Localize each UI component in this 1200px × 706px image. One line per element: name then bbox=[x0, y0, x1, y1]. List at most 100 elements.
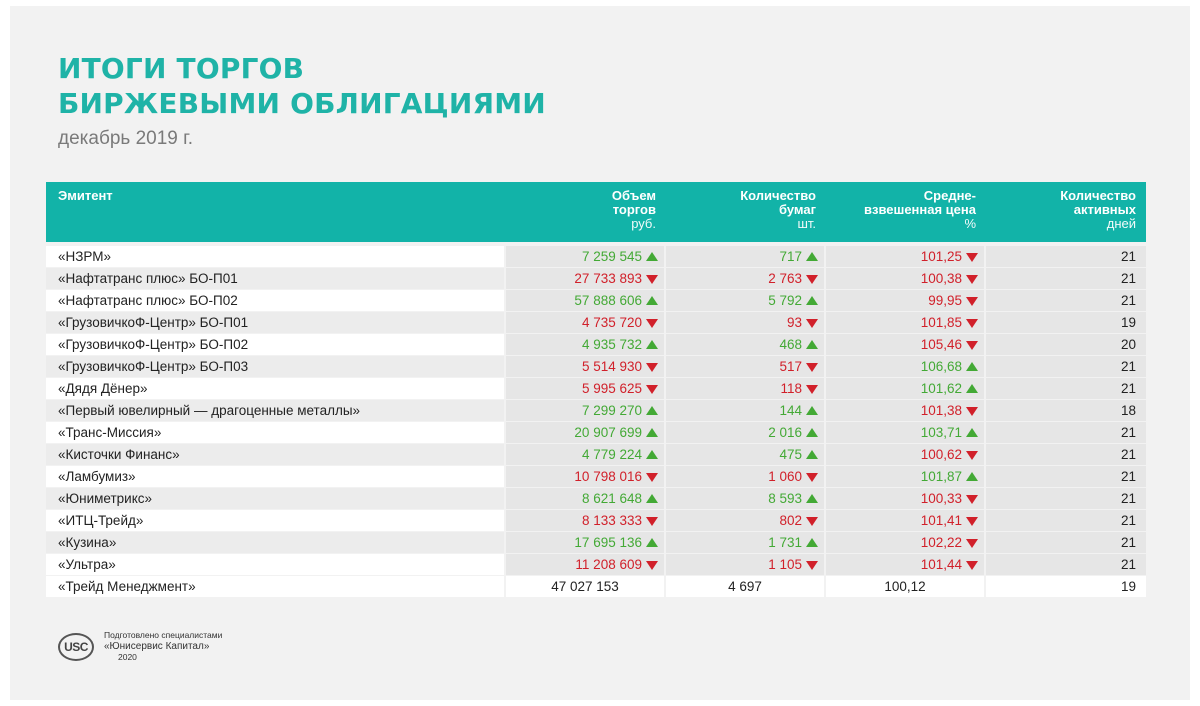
header-qty: Количество бумаг шт. bbox=[726, 189, 816, 231]
header-price-unit: % bbox=[964, 216, 976, 231]
cell-days-value: 21 bbox=[1120, 359, 1136, 374]
cell-volume: 47 027 153 bbox=[506, 576, 664, 597]
cell-issuer-value: «Транс-Миссия» bbox=[58, 425, 162, 440]
cell-volume: 4 779 224 bbox=[506, 444, 664, 465]
cell-volume: 4 935 732 bbox=[506, 334, 664, 355]
cell-qty: 1 060 bbox=[666, 466, 824, 487]
arrow-down-icon bbox=[966, 517, 978, 526]
cell-price-value: 99,95 bbox=[928, 293, 962, 308]
cell-volume-value: 17 695 136 bbox=[574, 535, 642, 550]
cell-price-value: 101,41 bbox=[920, 513, 962, 528]
footer-year: 2020 bbox=[118, 652, 137, 662]
cell-issuer-value: «Кисточки Финанс» bbox=[58, 447, 180, 462]
cell-days: 20 bbox=[986, 334, 1146, 355]
cell-qty: 8 593 bbox=[666, 488, 824, 509]
footer-text: Подготовлено специалистами «Юнисервис Ка… bbox=[104, 630, 222, 663]
cell-qty-value: 2 016 bbox=[768, 425, 802, 440]
header-price-label: Средне-взвешенная цена bbox=[863, 188, 976, 217]
cell-issuer-value: «ГрузовичкоФ-Центр» БО-П01 bbox=[58, 315, 249, 330]
cell-days: 19 bbox=[986, 312, 1146, 333]
table-row: «Трейд Менеджмент» 47 027 153 4 697 100,12 1… bbox=[46, 576, 1146, 598]
cell-qty: 1 731 bbox=[666, 532, 824, 553]
cell-issuer: «Кузина» bbox=[46, 532, 504, 553]
cell-price: 105,46 bbox=[826, 334, 984, 355]
cell-days-value: 19 bbox=[1120, 579, 1136, 594]
cell-issuer: «Нафтатранс плюс» БО-П02 bbox=[46, 290, 504, 311]
cell-price: 101,85 bbox=[826, 312, 984, 333]
cell-days: 19 bbox=[986, 576, 1146, 597]
cell-qty: 1 105 bbox=[666, 554, 824, 575]
cell-volume-value: 11 208 609 bbox=[575, 557, 642, 572]
arrow-down-icon bbox=[806, 319, 818, 328]
cell-days-value: 21 bbox=[1120, 535, 1136, 550]
cell-days: 18 bbox=[986, 400, 1146, 421]
arrow-up-icon bbox=[966, 362, 978, 371]
header-days-label: Количество активных bbox=[1060, 188, 1136, 217]
table-row: «Ультра» 11 208 609 1 105 101,44 21 bbox=[46, 554, 1146, 576]
cell-price: 101,87 bbox=[826, 466, 984, 487]
cell-price-value: 100,12 bbox=[884, 579, 926, 594]
arrow-down-icon bbox=[966, 539, 978, 548]
arrow-up-icon bbox=[806, 252, 818, 261]
arrow-down-icon bbox=[806, 473, 818, 482]
header-volume-unit: руб. bbox=[631, 216, 656, 231]
cell-qty: 144 bbox=[666, 400, 824, 421]
cell-qty: 468 bbox=[666, 334, 824, 355]
arrow-up-icon bbox=[806, 406, 818, 415]
cell-volume: 4 735 720 bbox=[506, 312, 664, 333]
cell-volume-value: 57 888 606 bbox=[574, 293, 642, 308]
cell-qty-value: 1 105 bbox=[768, 557, 802, 572]
cell-qty-value: 717 bbox=[779, 249, 802, 264]
arrow-down-icon bbox=[966, 561, 978, 570]
cell-issuer-value: «Трейд Менеджмент» bbox=[58, 579, 196, 594]
cell-issuer: «Транс-Миссия» bbox=[46, 422, 504, 443]
cell-days: 21 bbox=[986, 554, 1146, 575]
cell-price-value: 100,38 bbox=[920, 271, 962, 286]
cell-issuer-value: «ИТЦ-Трейд» bbox=[58, 513, 144, 528]
cell-qty: 118 bbox=[666, 378, 824, 399]
page-subtitle: декабрь 2019 г. bbox=[58, 128, 194, 149]
cell-issuer: «НЗРМ» bbox=[46, 246, 504, 267]
cell-issuer-value: «Ультра» bbox=[58, 557, 116, 572]
arrow-up-icon bbox=[646, 428, 658, 437]
table-row: «Нафтатранс плюс» БО-П01 27 733 893 2 763 1… bbox=[46, 268, 1146, 290]
cell-days: 21 bbox=[986, 510, 1146, 531]
arrow-down-icon bbox=[966, 297, 978, 306]
cell-price-value: 102,22 bbox=[920, 535, 962, 550]
cell-price-value: 103,71 bbox=[920, 425, 962, 440]
cell-days-value: 18 bbox=[1120, 403, 1136, 418]
cell-qty-value: 475 bbox=[779, 447, 802, 462]
cell-volume-value: 7 299 270 bbox=[581, 403, 642, 418]
cell-days-value: 21 bbox=[1120, 425, 1136, 440]
cell-volume-value: 20 907 699 bbox=[574, 425, 642, 440]
cell-days-value: 21 bbox=[1120, 447, 1136, 462]
arrow-down-icon bbox=[646, 561, 658, 570]
cell-price: 100,38 bbox=[826, 268, 984, 289]
cell-price-value: 106,68 bbox=[920, 359, 962, 374]
cell-issuer-value: «Нафтатранс плюс» БО-П02 bbox=[58, 293, 238, 308]
table-row: «НЗРМ» 7 259 545 717 101,25 21 bbox=[46, 246, 1146, 268]
cell-days-value: 21 bbox=[1120, 271, 1136, 286]
header-price: Средне-взвешенная цена % bbox=[846, 189, 976, 231]
table-row: «Первый ювелирный — драгоценные металлы»… bbox=[46, 400, 1146, 422]
cell-qty-value: 468 bbox=[779, 337, 802, 352]
cell-days: 21 bbox=[986, 356, 1146, 377]
cell-volume-value: 4 935 732 bbox=[581, 337, 642, 352]
cell-volume-value: 27 733 893 bbox=[574, 271, 642, 286]
table-row: «Нафтатранс плюс» БО-П02 57 888 606 5 792 9… bbox=[46, 290, 1146, 312]
cell-days: 21 bbox=[986, 378, 1146, 399]
cell-days-value: 21 bbox=[1120, 557, 1136, 572]
arrow-down-icon bbox=[646, 319, 658, 328]
arrow-up-icon bbox=[646, 340, 658, 349]
arrow-up-icon bbox=[966, 384, 978, 393]
cell-volume: 5 514 930 bbox=[506, 356, 664, 377]
cell-qty-value: 1 731 bbox=[768, 535, 802, 550]
cell-qty-value: 93 bbox=[786, 315, 802, 330]
cell-price: 99,95 bbox=[826, 290, 984, 311]
table-row: «Кузина» 17 695 136 1 731 102,22 21 bbox=[46, 532, 1146, 554]
arrow-up-icon bbox=[806, 428, 818, 437]
header-days: Количество активных дней bbox=[1046, 189, 1136, 231]
arrow-down-icon bbox=[646, 473, 658, 482]
header-issuer: Эмитент bbox=[58, 188, 113, 203]
arrow-down-icon bbox=[806, 275, 818, 284]
